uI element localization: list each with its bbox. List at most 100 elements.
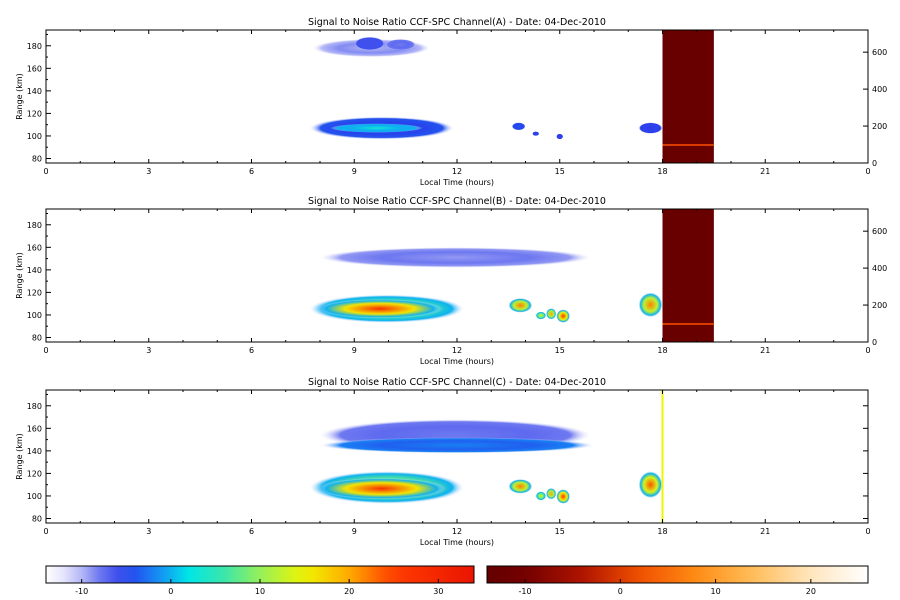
x-tick-label: 9 (352, 527, 357, 536)
snr-blob (330, 123, 423, 133)
colorbar-tick-label: 10 (711, 587, 721, 596)
x-tick-label: 3 (146, 167, 151, 176)
y-tick-label: 80 (32, 154, 42, 163)
y-tick-label: 100 (27, 132, 42, 141)
y-tick-label: 180 (27, 42, 42, 51)
y-axis-label: Range (km) (15, 252, 24, 299)
spread-f-vertical-trace (661, 390, 664, 523)
y-tick-label: 160 (27, 64, 42, 73)
snr-blob (320, 247, 591, 268)
x-tick-label: 18 (657, 346, 667, 355)
x-tick-label: 15 (555, 527, 565, 536)
panel-c: Signal to Noise Ratio CCF-SPC Channel(C)… (15, 377, 871, 547)
y-tick-label: 140 (27, 447, 42, 456)
snr-blob (546, 488, 557, 500)
snr-blob (535, 491, 547, 501)
plot-area (46, 390, 868, 523)
snr-blob (638, 292, 663, 318)
snr-blob (638, 122, 663, 134)
colorbar-strip (486, 565, 869, 584)
x-tick-label: 6 (249, 527, 254, 536)
panel-b: Signal to Noise Ratio CCF-SPC Channel(B)… (15, 196, 887, 366)
panel-title: Signal to Noise Ratio CCF-SPC Channel(A)… (308, 17, 606, 28)
x-tick-label: 6 (249, 167, 254, 176)
panel-title: Signal to Noise Ratio CCF-SPC Channel(C)… (308, 377, 606, 388)
right-y-tick-label: 400 (872, 264, 887, 273)
x-tick-label: 18 (657, 167, 667, 176)
spread-f-trace (662, 322, 714, 325)
y-tick-label: 140 (27, 266, 42, 275)
snr-blob (556, 489, 571, 504)
y-tick-label: 120 (27, 109, 42, 118)
snr-blob (546, 308, 557, 320)
snr-blob (508, 479, 533, 494)
colorbar-tick-label: 20 (806, 587, 816, 596)
right-y-tick-label: 600 (872, 48, 887, 57)
x-tick-label: 6 (249, 346, 254, 355)
x-axis-label: Local Time (hours) (420, 538, 494, 547)
snr-blob (532, 131, 540, 136)
colorbar-tick-label: -10 (75, 587, 88, 596)
right-y-tick-label: 0 (872, 338, 877, 347)
spread-f-trace (662, 143, 714, 146)
colorbar-tick-label: 20 (344, 587, 354, 596)
x-tick-label: 12 (452, 346, 462, 355)
colorbar-eej-ccf: -100102030EEJ/CCF (dB) (45, 565, 475, 596)
x-tick-label: 12 (452, 167, 462, 176)
y-tick-label: 140 (27, 87, 42, 96)
snr-blob (535, 311, 547, 320)
snr-blob (316, 299, 444, 319)
snr-blob (508, 298, 533, 313)
snr-blob (320, 437, 594, 454)
y-tick-label: 100 (27, 492, 42, 501)
snr-blob (354, 36, 386, 51)
x-axis-label: Local Time (hours) (420, 178, 494, 187)
x-tick-label: 12 (452, 527, 462, 536)
y-tick-label: 160 (27, 424, 42, 433)
x-axis-label: Local Time (hours) (420, 357, 494, 366)
snr-blob (511, 122, 526, 131)
y-tick-label: 100 (27, 311, 42, 320)
y-tick-label: 180 (27, 402, 42, 411)
x-tick-label: 9 (352, 346, 357, 355)
y-tick-label: 120 (27, 288, 42, 297)
spread-f-block (662, 30, 714, 163)
right-y-tick-label: 0 (872, 159, 877, 168)
snr-blob (556, 309, 571, 323)
colorbar-tick-label: 10 (255, 587, 265, 596)
y-tick-label: 80 (32, 514, 42, 523)
panel-title: Signal to Noise Ratio CCF-SPC Channel(B)… (308, 196, 606, 207)
x-tick-label: 0 (865, 346, 870, 355)
panel-a: Signal to Noise Ratio CCF-SPC Channel(A)… (15, 17, 887, 187)
colorbar-tick-label: 0 (168, 587, 173, 596)
right-y-tick-label: 200 (872, 122, 887, 131)
x-tick-label: 0 (865, 167, 870, 176)
colorbar-spread-f: -1001020Spread-F (dB) (486, 565, 869, 596)
snr-blob (385, 39, 416, 51)
x-tick-label: 21 (760, 527, 770, 536)
x-tick-label: 3 (146, 527, 151, 536)
right-y-tick-label: 400 (872, 85, 887, 94)
x-tick-label: 21 (760, 346, 770, 355)
right-y-tick-label: 200 (872, 301, 887, 310)
x-tick-label: 9 (352, 167, 357, 176)
x-tick-label: 0 (865, 527, 870, 536)
x-tick-label: 3 (146, 346, 151, 355)
y-tick-label: 80 (32, 333, 42, 342)
colorbar-tick-label: 30 (433, 587, 443, 596)
snr-blob (638, 471, 663, 499)
plot-area (46, 30, 868, 163)
y-tick-label: 120 (27, 469, 42, 478)
x-tick-label: 0 (43, 346, 48, 355)
x-tick-label: 15 (555, 346, 565, 355)
right-y-tick-label: 600 (872, 227, 887, 236)
y-axis-label: Range (km) (15, 433, 24, 480)
plot-area (46, 209, 868, 342)
snr-blob (316, 477, 447, 500)
colorbar-tick-label: 0 (618, 587, 623, 596)
x-tick-label: 15 (555, 167, 565, 176)
snr-blob (556, 133, 564, 140)
spread-f-block (662, 209, 714, 342)
x-tick-label: 0 (43, 527, 48, 536)
